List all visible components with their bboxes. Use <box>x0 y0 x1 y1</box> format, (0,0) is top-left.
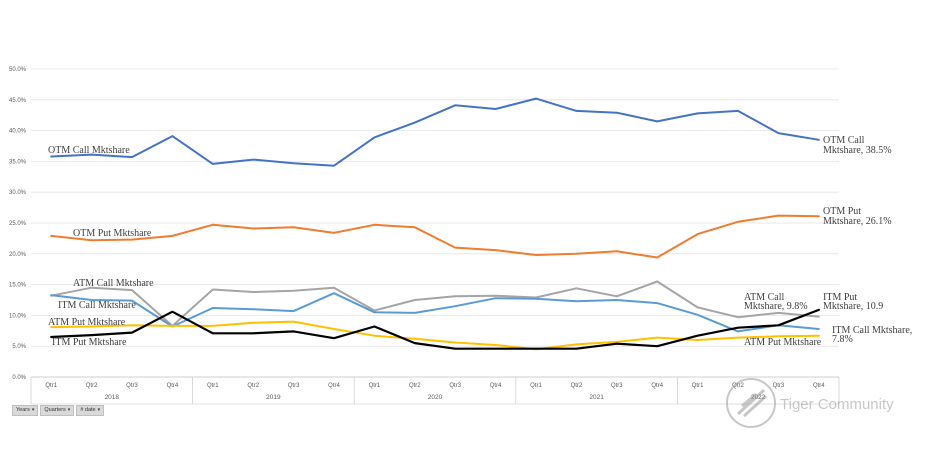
annotation-label: OTM Call <box>823 135 865 146</box>
x-tick-label: Qtr2 <box>571 383 583 389</box>
x-year-label: 2020 <box>428 394 443 401</box>
y-tick-label: 5.0% <box>12 344 26 350</box>
y-axis: 0.0% 5.0% 10.0% 15.0% 20.0% 25.0% 30.0% 35.0% 40… <box>9 67 27 381</box>
tiger-logo-icon <box>726 378 776 428</box>
y-tick-label: 15.0% <box>9 283 27 289</box>
series-line <box>50 97 820 167</box>
y-tick-label: 20.0% <box>9 252 27 258</box>
series-line <box>50 320 820 351</box>
x-tick-label: Qtr3 <box>126 383 138 389</box>
annotation-label: ATM Call Mktshare <box>73 278 154 289</box>
annotation-label: OTM Put Mktshare <box>73 228 152 239</box>
x-tick-label: Qtr4 <box>651 383 663 389</box>
annotation-label: ITM Call Mktshare, <box>832 325 912 336</box>
filter-date-button[interactable]: # date ▾ <box>76 405 105 416</box>
x-tick-label: Qtr4 <box>813 383 825 389</box>
y-tick-label: 45.0% <box>9 98 27 104</box>
filter-years-button[interactable]: Years ▾ <box>12 405 39 416</box>
x-tick-label: Qtr1 <box>207 383 219 389</box>
annotation-label: Mktshare, 10.9 <box>823 301 883 312</box>
x-year-label: 2018 <box>105 394 120 401</box>
filter-quarters-button[interactable]: Quarters ▾ <box>40 405 75 416</box>
annotation-label: ITM Call Mktshare <box>58 300 136 311</box>
annotation-label: ATM Put Mktshare <box>48 317 126 328</box>
series-line <box>50 214 820 259</box>
x-tick-label: Qtr3 <box>449 383 461 389</box>
x-tick-label: Qtr4 <box>490 383 502 389</box>
x-tick-label: Qtr1 <box>45 383 57 389</box>
y-tick-label: 25.0% <box>9 221 27 227</box>
x-tick-label: Qtr1 <box>530 383 542 389</box>
series-line <box>50 280 820 327</box>
annotation-label: Mktshare, 9.8% <box>744 301 808 312</box>
x-tick-label: Qtr2 <box>732 383 744 389</box>
x-tick-label: Qtr3 <box>611 383 623 389</box>
series-line <box>50 308 820 350</box>
pivot-filter-bar: Years ▾ Quarters ▾ # date ▾ <box>12 405 105 416</box>
annotation-label: OTM Put <box>823 206 861 217</box>
annotation-label: ITM Put <box>823 292 857 303</box>
x-year-label: 2021 <box>589 394 604 401</box>
y-tick-label: 30.0% <box>9 190 27 196</box>
annotation-label: ITM Put Mktshare <box>52 337 127 348</box>
chart-series <box>50 97 820 351</box>
y-tick-label: 10.0% <box>9 313 27 319</box>
watermark: Tiger Community <box>724 376 914 436</box>
y-tick-label: 35.0% <box>9 159 27 165</box>
x-tick-label: Qtr2 <box>86 383 98 389</box>
annotation-label: Mktshare, 26.1% <box>823 216 892 227</box>
x-tick-label: Qtr3 <box>288 383 300 389</box>
x-tick-label: Qtr2 <box>247 383 259 389</box>
x-tick-label: Qtr4 <box>167 383 179 389</box>
x-tick-label: Qtr1 <box>692 383 704 389</box>
chart-annotations: OTM Call Mktshare OTM Put Mktshare ATM Cal… <box>48 135 912 348</box>
x-year-label: 2019 <box>266 394 281 401</box>
y-tick-label: 50.0% <box>9 67 27 73</box>
dropdown-arrow-icon: ▾ <box>31 407 35 413</box>
dropdown-arrow-icon: ▾ <box>67 407 71 413</box>
series-line <box>50 292 820 333</box>
x-tick-label: Qtr3 <box>773 383 785 389</box>
annotation-label: ATM Put Mktshare <box>744 337 822 348</box>
annotation-label: ATM Call <box>744 292 785 303</box>
annotation-label: OTM Call Mktshare <box>48 145 130 156</box>
annotation-label: 7.8% <box>832 334 853 345</box>
x-tick-label: Qtr4 <box>328 383 340 389</box>
x-year-label: 2022 <box>751 394 766 401</box>
watermark-text: Tiger Community <box>780 396 894 413</box>
y-tick-label: 0.0% <box>12 375 26 381</box>
x-axis: Qtr1 Qtr2 Qtr3 Qtr4 Qtr1 Qtr2 Qtr3 Qtr4 Qtr1 Qtr2… <box>30 377 840 405</box>
x-tick-label: Qtr2 <box>409 383 421 389</box>
dropdown-arrow-icon: ▾ <box>97 407 101 413</box>
y-tick-label: 40.0% <box>9 129 27 135</box>
x-tick-label: Qtr1 <box>369 383 381 389</box>
annotation-label: Mktshare, 38.5% <box>823 145 892 156</box>
